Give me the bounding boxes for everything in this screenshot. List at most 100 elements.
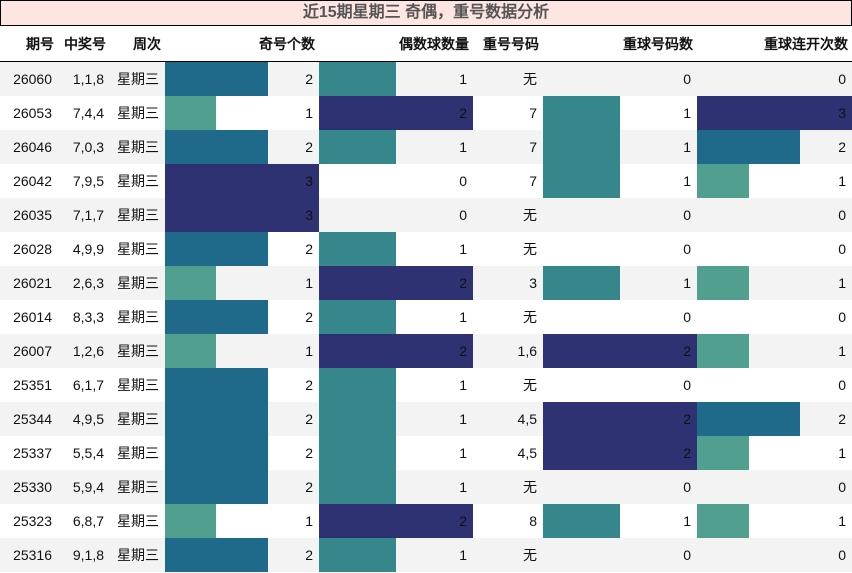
cell-repeat-numbers: 无 [473, 470, 543, 504]
cell-value: 2 [305, 479, 313, 495]
cell-even-count: 1 [319, 300, 473, 334]
cell-even-count: 0 [319, 198, 473, 232]
cell-value: 0 [838, 479, 846, 495]
cell-numbers: 9,1,8 [58, 538, 110, 572]
cell-even-count: 0 [319, 164, 473, 198]
cell-value: 3 [305, 207, 313, 223]
cell-even-count: 1 [319, 368, 473, 402]
cell-even-count: 1 [319, 538, 473, 572]
data-bar [319, 130, 396, 164]
column-header-repeat-count[interactable]: 重球号码数 [543, 26, 697, 62]
cell-numbers: 1,2,6 [58, 334, 110, 368]
cell-numbers: 6,8,7 [72, 513, 104, 529]
cell-repeat-count: 0 [543, 232, 697, 266]
cell-value: 1 [838, 445, 846, 461]
cell-odd-count: 2 [165, 368, 319, 402]
cell-repeat-count: 2 [543, 436, 697, 470]
data-bar [165, 368, 268, 402]
cell-repeat-count: 2 [543, 402, 697, 436]
table-row: 25330 5,9,4 星期三 2 1 无 0 0 [0, 470, 852, 504]
cell-value: 0 [838, 547, 846, 563]
table-title: 近15期星期三 奇偶，重号数据分析 [0, 0, 852, 26]
cell-issue: 25337 [13, 445, 52, 461]
cell-value: 0 [838, 241, 846, 257]
data-bar [165, 436, 268, 470]
cell-consecutive-count: 0 [697, 198, 852, 232]
column-header-numbers[interactable]: 中奖号 [58, 26, 110, 62]
data-bar [165, 334, 217, 368]
cell-repeat-numbers: 无 [523, 309, 537, 325]
cell-value: 0 [683, 71, 691, 87]
cell-value: 1 [683, 105, 691, 121]
data-bar [543, 96, 620, 130]
cell-value: 1 [459, 479, 467, 495]
cell-issue: 26021 [0, 266, 58, 300]
cell-issue: 26060 [0, 61, 58, 96]
cell-numbers: 4,9,5 [58, 402, 110, 436]
cell-consecutive-count: 2 [697, 402, 852, 436]
cell-value: 1 [459, 139, 467, 155]
cell-issue: 25344 [0, 402, 58, 436]
cell-consecutive-count: 0 [697, 368, 852, 402]
cell-weekday: 星期三 [110, 266, 165, 300]
data-bar [543, 436, 697, 470]
cell-value: 0 [838, 309, 846, 325]
cell-issue: 26007 [0, 334, 58, 368]
column-header-odd-count[interactable]: 奇号个数 [165, 26, 319, 62]
cell-consecutive-count: 2 [697, 130, 852, 164]
data-bar [165, 62, 268, 96]
cell-value: 2 [305, 547, 313, 563]
table-row: 26007 1,2,6 星期三 1 2 1,6 2 1 [0, 334, 852, 368]
data-bar [165, 164, 319, 198]
cell-value: 1 [305, 105, 313, 121]
column-header-issue[interactable]: 期号 [0, 26, 58, 62]
column-header-repeat-numbers[interactable]: 重号号码 [473, 26, 543, 62]
cell-odd-count: 1 [165, 334, 319, 368]
data-bar [165, 266, 217, 300]
cell-consecutive-count: 1 [697, 504, 852, 538]
cell-weekday: 星期三 [117, 445, 159, 461]
cell-even-count: 2 [319, 334, 473, 368]
cell-issue: 25323 [13, 513, 52, 529]
cell-even-count: 1 [319, 232, 473, 266]
column-header-weekday[interactable]: 周次 [110, 26, 165, 62]
cell-consecutive-count: 3 [697, 96, 852, 130]
cell-even-count: 2 [319, 266, 473, 300]
cell-value: 0 [459, 207, 467, 223]
cell-value: 1 [459, 71, 467, 87]
column-header-consecutive-count[interactable]: 重球连开次数 [697, 26, 852, 62]
data-bar [319, 96, 473, 130]
cell-repeat-count: 0 [543, 300, 697, 334]
cell-value: 2 [459, 513, 467, 529]
data-bar [319, 538, 396, 572]
data-bar [319, 504, 473, 538]
cell-numbers: 5,9,4 [58, 470, 110, 504]
data-bar [319, 232, 396, 266]
cell-even-count: 2 [319, 96, 473, 130]
cell-value: 0 [683, 241, 691, 257]
cell-consecutive-count: 0 [697, 232, 852, 266]
cell-value: 1 [683, 513, 691, 529]
cell-even-count: 1 [319, 470, 473, 504]
cell-odd-count: 2 [165, 61, 319, 96]
table-row: 26046 7,0,3 星期三 2 1 7 1 2 [0, 130, 852, 164]
cell-value: 2 [459, 105, 467, 121]
cell-even-count: 1 [319, 61, 473, 96]
data-bar [697, 334, 749, 368]
cell-weekday: 星期三 [117, 241, 159, 257]
column-header-even-count[interactable]: 偶数球数量 [319, 26, 473, 62]
cell-odd-count: 2 [165, 232, 319, 266]
cell-consecutive-count: 1 [697, 334, 852, 368]
cell-odd-count: 2 [165, 436, 319, 470]
cell-consecutive-count: 0 [697, 470, 852, 504]
cell-value: 2 [459, 275, 467, 291]
table-row: 25316 9,1,8 星期三 2 1 无 0 0 [0, 538, 852, 572]
data-bar [697, 266, 749, 300]
cell-repeat-numbers: 4,5 [517, 445, 537, 461]
table-row: 26053 7,4,4 星期三 1 2 7 1 3 [0, 96, 852, 130]
data-bar [697, 436, 749, 470]
table-row: 26035 7,1,7 星期三 3 0 无 0 0 [0, 198, 852, 232]
cell-numbers: 7,4,4 [72, 105, 104, 121]
cell-value: 0 [838, 71, 846, 87]
cell-value: 2 [683, 343, 691, 359]
